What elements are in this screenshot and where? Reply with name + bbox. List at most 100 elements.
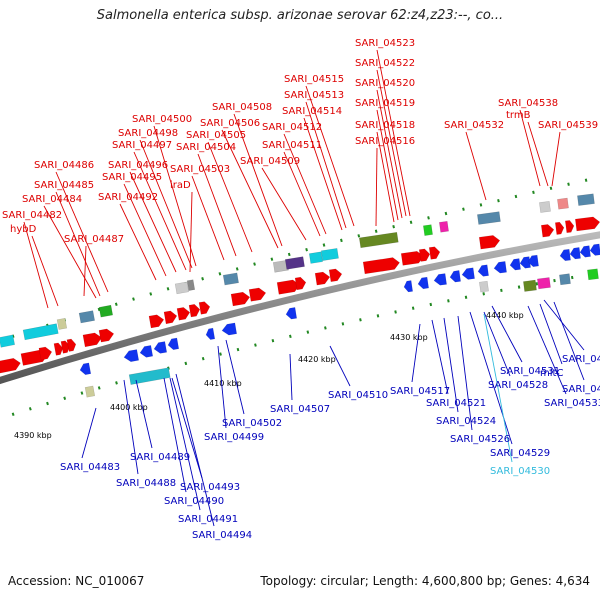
gene-label[interactable]: SARI_04523: [355, 38, 415, 49]
gene-label[interactable]: SARI_04513: [284, 90, 344, 101]
gene-label[interactable]: SARI_04493: [180, 482, 240, 493]
forward-gene-arrow: [362, 257, 400, 275]
gene-label[interactable]: SARI_04539: [538, 120, 598, 131]
forward-gene-arrow: [328, 268, 343, 283]
leader-line: [163, 377, 187, 493]
gene-label[interactable]: SARI_04484: [22, 194, 82, 205]
leader-line: [135, 379, 153, 449]
gene-label[interactable]: SARI_04490: [164, 496, 224, 507]
gene-label[interactable]: SARI_04489: [130, 452, 190, 463]
reverse-gene-arrow: [403, 280, 413, 293]
gene-label[interactable]: SARI_04485: [34, 180, 94, 191]
leader-line: [171, 377, 203, 479]
forward-gene-arrow: [248, 287, 267, 302]
gene-label[interactable]: SARI_04524: [436, 416, 496, 427]
gene-label[interactable]: SARI_04526: [450, 434, 510, 445]
gene-label[interactable]: SARI_04538: [498, 98, 558, 109]
gene-label[interactable]: SARI_04510: [328, 390, 388, 401]
forward-gene-arrow: [66, 338, 77, 352]
leader-line: [289, 353, 293, 401]
gene-label[interactable]: SARI_04531: [500, 366, 560, 377]
gene-label[interactable]: SARI_04515: [284, 74, 344, 85]
gene-label[interactable]: SARI_04514: [282, 106, 342, 117]
gene-label[interactable]: trmB: [506, 110, 531, 121]
gene-label[interactable]: SARI_04498: [118, 128, 178, 139]
gene-label[interactable]: SARI_04496: [108, 160, 168, 171]
leader-line: [551, 131, 561, 187]
leader-line: [191, 175, 225, 261]
gene-label[interactable]: SARI_04508: [212, 102, 272, 113]
gene-label[interactable]: SARI_04522: [355, 58, 415, 69]
gene-label[interactable]: SARI_04533: [544, 398, 600, 409]
gene-label[interactable]: SARI_04483: [60, 462, 120, 473]
reverse-gene-arrow: [221, 322, 238, 336]
gene-label[interactable]: SARI_04518: [355, 120, 415, 131]
leader-line: [221, 129, 279, 249]
gene-label[interactable]: SARI_04530: [490, 466, 550, 477]
gene-box: [523, 279, 537, 292]
gene-label[interactable]: SARI_04532: [444, 120, 504, 131]
gene-label[interactable]: SARI_04495: [102, 172, 162, 183]
leader-line: [283, 151, 321, 237]
map-title: Salmonella enterica subsp. arizonae sero…: [96, 8, 504, 23]
gene-label[interactable]: SARI_04505: [186, 130, 246, 141]
gene-label[interactable]: SARI_04491: [178, 514, 238, 525]
gene-label[interactable]: SARI_04504: [176, 142, 236, 153]
leader-line: [376, 69, 407, 217]
gene-label[interactable]: SARI_04502: [222, 418, 282, 429]
gene-label[interactable]: SARI_04509: [240, 156, 300, 167]
gene-label[interactable]: hybD: [10, 224, 37, 235]
leader-line: [376, 89, 403, 219]
gene-label[interactable]: SARI_04521: [426, 398, 486, 409]
gene-label[interactable]: SARI_04517: [390, 386, 450, 397]
reverse-gene-arrow: [589, 243, 600, 256]
gene-label[interactable]: SARI_04516: [355, 136, 415, 147]
leader-line: [153, 125, 197, 267]
gene-box: [308, 251, 323, 264]
leader-line: [491, 305, 523, 363]
gene-label[interactable]: SARI_04494: [192, 530, 252, 541]
gene-label[interactable]: SARI_04499: [204, 432, 264, 443]
gene-label[interactable]: mltC: [540, 368, 563, 379]
outer-reverse-guide: [0, 271, 600, 420]
gene-label[interactable]: SARI_04507: [270, 404, 330, 415]
reverse-gene-arrow: [509, 258, 521, 271]
leader-line: [119, 203, 157, 281]
gene-label[interactable]: SARI_04488: [116, 478, 176, 489]
leader-line: [376, 109, 399, 221]
gene-label[interactable]: iraD: [170, 180, 191, 191]
gene-label[interactable]: SARI_04500: [132, 114, 192, 125]
genome-backbone: [0, 231, 600, 385]
gene-label[interactable]: SARI_04520: [355, 78, 415, 89]
forward-gene-arrow: [198, 301, 211, 315]
forward-gene-arrow: [540, 224, 555, 238]
gene-label[interactable]: SARI_04512: [262, 122, 322, 133]
gene-label[interactable]: SARI_04482: [2, 210, 62, 221]
kbp-tick-label: 4440 kbp: [486, 311, 524, 320]
gene-label[interactable]: SARI_04511: [262, 140, 322, 151]
gene-label[interactable]: SARI_04536: [562, 354, 600, 365]
leader-line: [225, 339, 245, 415]
gene-label[interactable]: SARI_04487: [64, 234, 124, 245]
leader-line: [217, 345, 227, 429]
leader-line: [169, 377, 201, 511]
leader-line: [305, 101, 347, 229]
kbp-tick-label: 4410 kbp: [204, 379, 242, 388]
gene-label[interactable]: SARI_04528: [488, 380, 548, 391]
gene-box: [98, 304, 113, 318]
gene-label[interactable]: SARI_04529: [490, 448, 550, 459]
gene-label[interactable]: SARI_04497: [112, 140, 172, 151]
gene-box: [174, 281, 189, 295]
leader-line: [283, 133, 327, 235]
gene-label[interactable]: SARI_04503: [170, 164, 230, 175]
gene-label[interactable]: SARI_04535: [562, 384, 600, 395]
forward-gene-arrow: [478, 235, 501, 250]
gene-box: [358, 231, 399, 249]
gene-label[interactable]: SARI_04486: [34, 160, 94, 171]
gene-label[interactable]: SARI_04519: [355, 98, 415, 109]
leader-line: [43, 205, 97, 299]
leader-line: [261, 167, 307, 241]
gene-box: [557, 197, 569, 210]
gene-label[interactable]: SARI_04492: [98, 192, 158, 203]
gene-label[interactable]: SARI_04506: [200, 118, 260, 129]
